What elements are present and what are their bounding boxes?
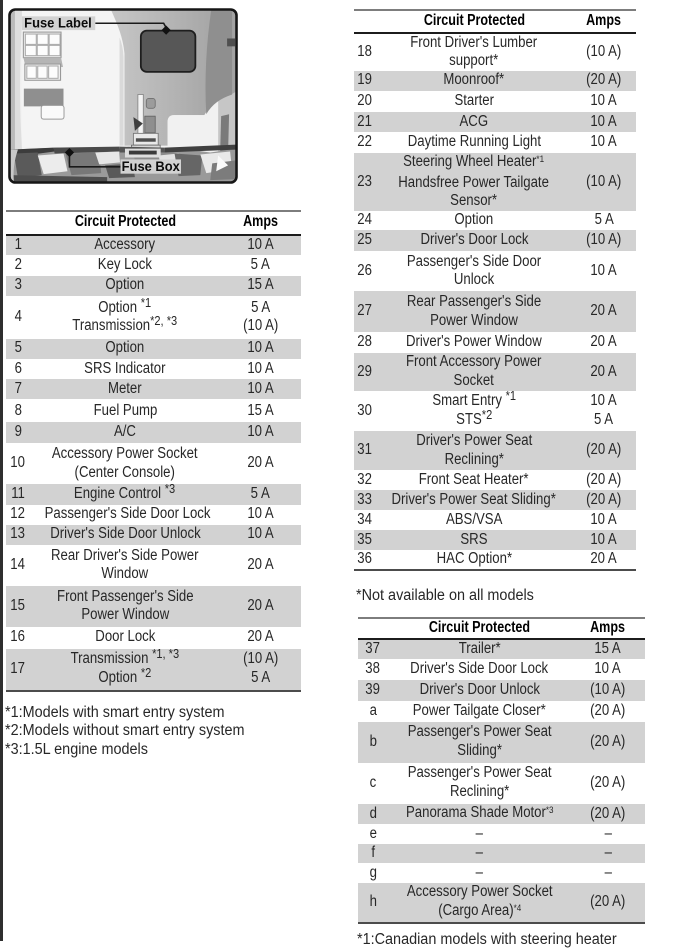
svg-text:Fuse Label: Fuse Label: [24, 15, 92, 31]
svg-text:Fuse Box: Fuse Box: [122, 158, 181, 174]
